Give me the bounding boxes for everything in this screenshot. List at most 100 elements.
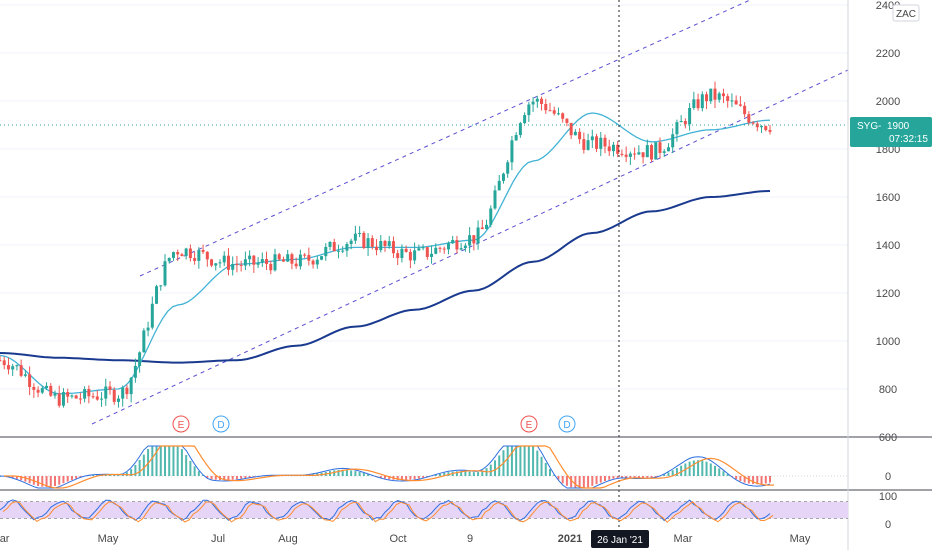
macd-histogram-bar — [11, 476, 14, 478]
candle-body — [324, 246, 328, 257]
macd-histogram-bar — [75, 476, 78, 479]
macd-histogram-bar — [58, 476, 61, 485]
candle-body — [171, 252, 175, 258]
candle — [265, 251, 269, 271]
candle — [57, 385, 61, 408]
candle — [133, 358, 137, 383]
candle-body — [751, 122, 755, 124]
candle-body — [747, 114, 751, 123]
candle-body — [265, 259, 269, 264]
candle-body — [104, 386, 108, 399]
candle — [489, 205, 493, 228]
candle — [36, 386, 40, 398]
candle — [95, 390, 99, 401]
candle — [476, 220, 480, 250]
candle — [671, 128, 675, 154]
rsi-pane — [0, 499, 848, 523]
price-tick-label: 1200 — [876, 288, 900, 300]
candle — [565, 118, 569, 127]
macd-histogram-bar — [532, 446, 535, 476]
candle — [6, 357, 10, 375]
candle — [434, 243, 438, 255]
candle — [155, 284, 159, 305]
candle — [544, 98, 548, 114]
macd-histogram-bar — [37, 476, 40, 486]
candle-body — [116, 398, 120, 402]
candle-body — [78, 398, 82, 400]
macd-histogram-bar — [455, 471, 458, 476]
symbol-badge[interactable]: ZAC — [892, 4, 920, 22]
candle — [705, 91, 709, 109]
macd-histogram-bar — [604, 476, 606, 482]
candle-body — [607, 146, 611, 152]
candle-body — [489, 208, 493, 225]
event-marker-label: D — [217, 420, 224, 431]
candle — [159, 285, 163, 291]
candle-body — [480, 227, 484, 230]
candle — [696, 93, 700, 111]
candle — [307, 247, 311, 266]
macd-histogram-bar — [739, 476, 742, 482]
candle — [430, 245, 434, 264]
event-marker[interactable]: E — [172, 415, 190, 433]
candle-body — [430, 253, 434, 257]
macd-histogram-bar — [701, 460, 704, 476]
macd-histogram-bar — [477, 472, 480, 476]
macd-histogram-bar — [337, 469, 340, 476]
candle — [713, 81, 717, 109]
grid — [0, 4, 848, 438]
macd-histogram-bar — [193, 466, 196, 476]
candle — [87, 385, 91, 404]
candle-body — [523, 115, 527, 124]
candle — [764, 125, 768, 132]
candle-body — [121, 387, 125, 399]
candle-body — [129, 377, 133, 395]
candle-body — [768, 130, 772, 132]
macd-histogram-bar — [426, 476, 429, 477]
last-price-label: SYG - 1900 07:32:15 — [850, 117, 932, 147]
candle — [362, 231, 366, 250]
candle — [611, 141, 615, 157]
candle-body — [666, 147, 670, 152]
candle-body — [349, 240, 353, 245]
candle — [501, 172, 505, 184]
candle-body — [61, 392, 65, 406]
event-marker[interactable]: E — [520, 415, 538, 433]
candles — [0, 81, 772, 408]
candle-body — [336, 250, 340, 252]
candle — [112, 387, 116, 405]
time-tick-label: Mar — [674, 533, 693, 545]
candle-body — [743, 105, 747, 115]
candle-body — [764, 126, 768, 131]
candle-body — [277, 254, 281, 260]
macd-histogram-bar — [464, 471, 467, 476]
macd-histogram-bar — [519, 446, 522, 476]
candle-body — [400, 248, 404, 259]
macd-histogram-bar — [633, 476, 636, 479]
macd-histogram-bar — [642, 476, 645, 479]
macd-histogram-bar — [523, 446, 526, 476]
candle-body — [235, 264, 239, 266]
macd-histogram-bar — [671, 470, 674, 476]
candle — [662, 149, 666, 157]
time-tick-label: 9 — [467, 533, 473, 545]
candle-body — [738, 104, 742, 106]
event-marker[interactable]: D — [558, 415, 576, 433]
candle-body — [692, 99, 696, 108]
candle-body — [260, 259, 264, 263]
candle — [320, 255, 324, 261]
candle-body — [353, 233, 357, 241]
candle-body — [658, 142, 662, 153]
candle — [404, 245, 408, 253]
candle — [548, 102, 552, 112]
candle — [315, 256, 319, 269]
candle-body — [446, 243, 450, 250]
macd-histogram-bar — [544, 462, 547, 476]
candle-body — [472, 235, 476, 244]
candle-body — [510, 140, 514, 163]
candle-body — [366, 238, 370, 248]
candle — [286, 249, 290, 262]
event-marker[interactable]: D — [212, 415, 230, 433]
